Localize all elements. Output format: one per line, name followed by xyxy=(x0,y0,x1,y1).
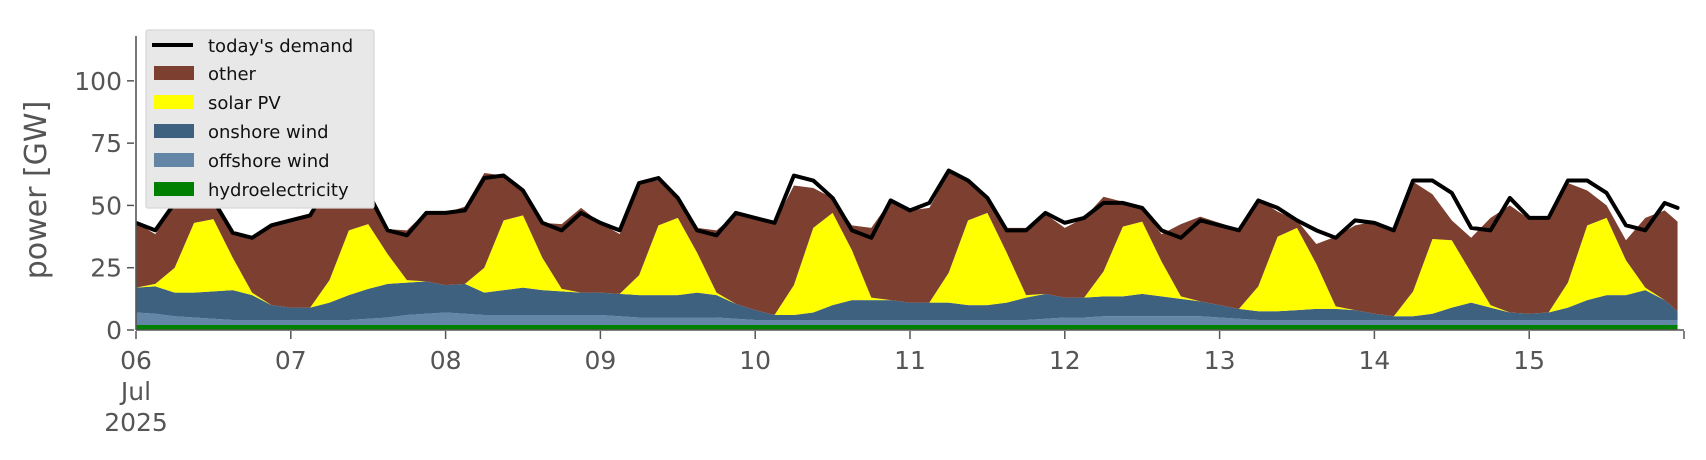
x-tick-label: 10 xyxy=(739,346,771,375)
legend-label-offshore: offshore wind xyxy=(208,151,330,172)
demand-layer xyxy=(136,168,1680,240)
legend-swatch-solar xyxy=(154,95,194,109)
x-tick-label: 06 xyxy=(120,346,152,375)
legend-label-hydro: hydroelectricity xyxy=(208,180,349,201)
legend-swatch-hydro xyxy=(154,182,194,196)
y-tick-label: 75 xyxy=(90,129,122,158)
legend: today's demand other solar PV onshore wi… xyxy=(145,29,375,209)
y-axis-label: power [GW] xyxy=(19,101,54,280)
x-tick-label: Jul xyxy=(119,377,151,406)
other-area xyxy=(136,173,1678,317)
x-tick-label: 2025 xyxy=(104,408,168,437)
legend-swatch-other xyxy=(154,66,194,80)
x-tick-label: 07 xyxy=(275,346,307,375)
axes-layer xyxy=(135,36,1684,331)
legend-label-other: other xyxy=(208,64,257,85)
legend-box xyxy=(145,29,375,209)
offshore-wind-area xyxy=(136,312,1678,326)
solar-pv-area xyxy=(136,212,1678,317)
legend-swatch-offshore xyxy=(154,153,194,167)
x-tick-label: 12 xyxy=(1049,346,1081,375)
x-tick-label: 11 xyxy=(894,346,926,375)
hydroelectricity-area xyxy=(136,325,1678,330)
x-tick-label: 09 xyxy=(584,346,616,375)
x-tick-label: 08 xyxy=(430,346,462,375)
y-tick-label: 50 xyxy=(90,191,122,220)
legend-swatch-onshore xyxy=(154,124,194,138)
x-tick-label: 14 xyxy=(1358,346,1390,375)
legend-label-solar: solar PV xyxy=(208,93,281,114)
x-tick-label: 13 xyxy=(1204,346,1236,375)
legend-label-demand: today's demand xyxy=(208,36,353,57)
legend-label-onshore: onshore wind xyxy=(208,122,329,143)
y-tick-label: 25 xyxy=(90,254,122,283)
area-layer xyxy=(136,173,1678,330)
y-tick-label: 100 xyxy=(74,67,122,96)
y-tick-label: 0 xyxy=(106,316,122,345)
demand-line xyxy=(136,168,1680,240)
x-tick-label: 15 xyxy=(1513,346,1545,375)
onshore-wind-area xyxy=(136,281,1678,321)
